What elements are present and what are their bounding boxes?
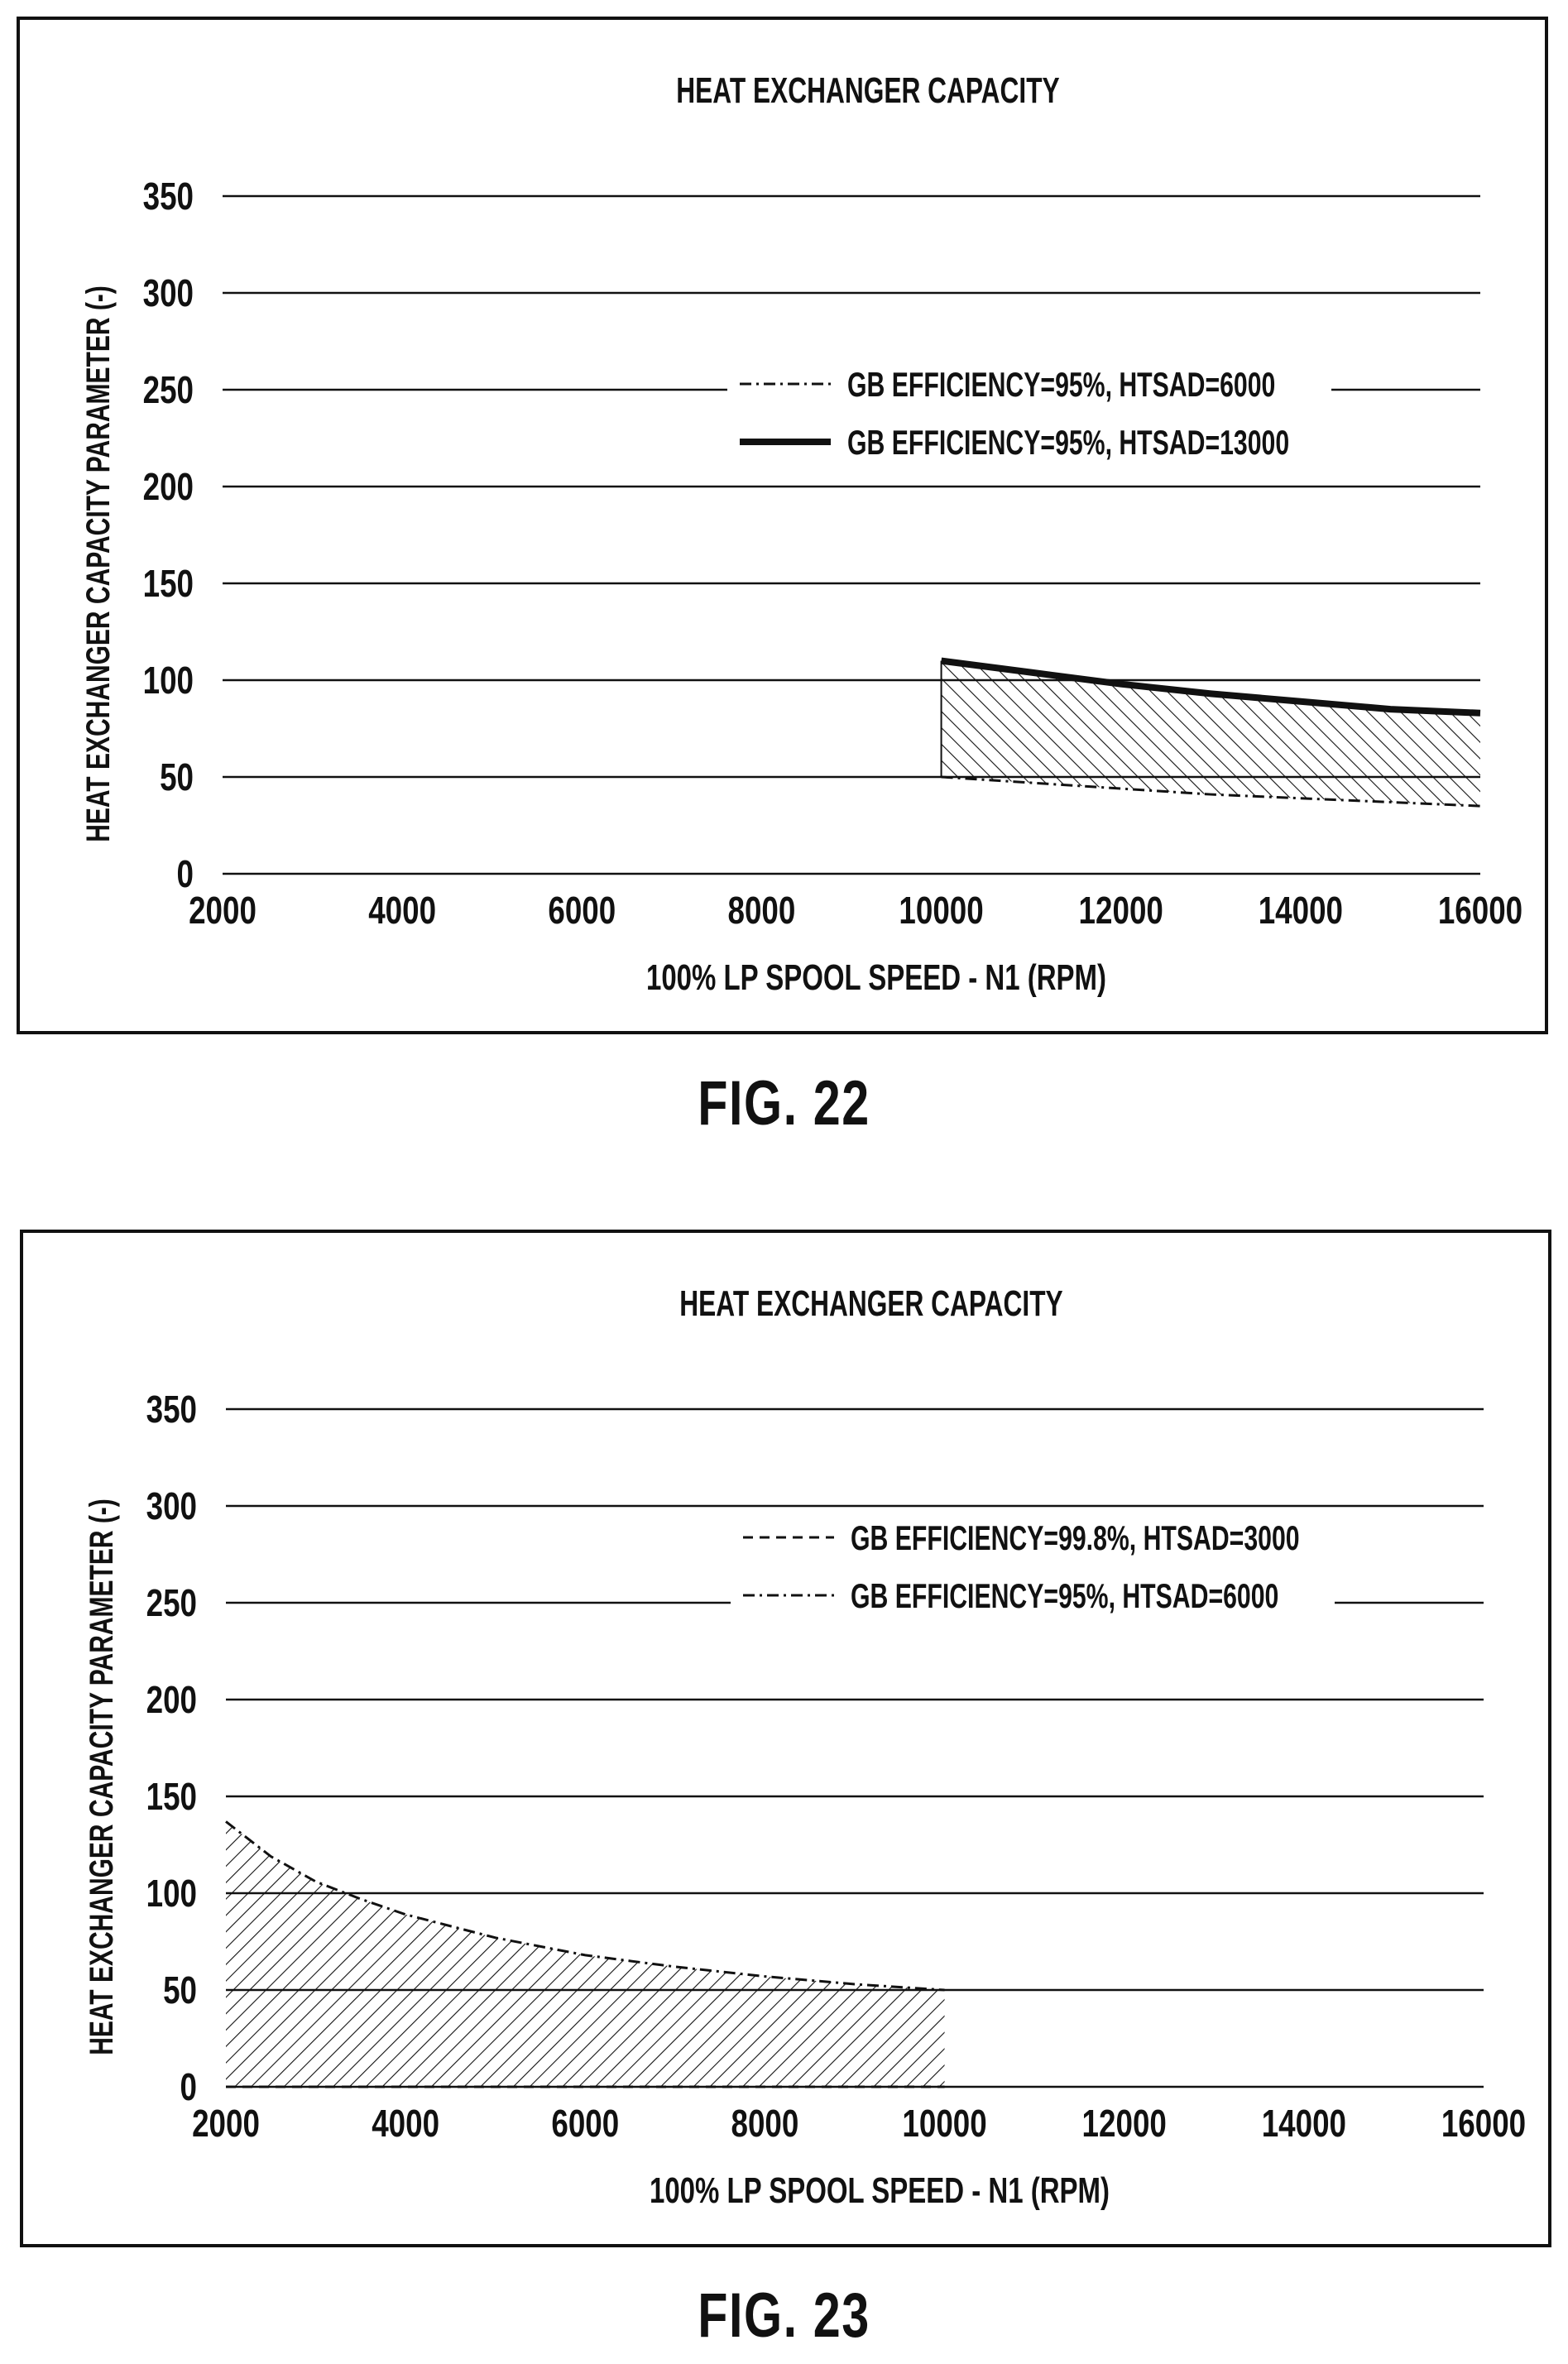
y-tick-label-350: 350 [143,175,194,218]
x-tick-label-14000: 14000 [1259,889,1343,932]
chart-title: HEAT EXCHANGER CAPACITY [679,1283,1062,1324]
series-line-2 [941,657,1481,717]
y-axis-label: HEAT EXCHANGER CAPACITY PARAMETER (-) [84,1498,120,2055]
legend-label-1: GB EFFICIENCY=99.8%, HTSAD=3000 [851,1518,1300,1557]
x-axis-label: 100% LP SPOOL SPEED - N1 (RPM) [650,2171,1110,2212]
chart-fig-23: HEAT EXCHANGER CAPACITY 0 50 100 150 200 250 30… [20,1230,1551,2247]
y-tick-label-200: 200 [146,1678,197,1721]
legend-label-1: GB EFFICIENCY=95%, HTSAD=6000 [847,365,1275,404]
y-tick-label-0: 0 [177,852,194,895]
y-tick-label-350: 350 [146,1388,197,1431]
x-tick-label-2000: 2000 [189,889,257,932]
x-tick-label-10000: 10000 [902,2102,986,2145]
x-tick-label-6000: 6000 [548,889,616,932]
y-tick-label-250: 250 [146,1581,197,1624]
y-tick-label-300: 300 [146,1484,197,1527]
x-tick-label-12000: 12000 [1079,889,1163,932]
x-tick-label-4000: 4000 [372,2102,439,2145]
legend-label-2: GB EFFICIENCY=95%, HTSAD=13000 [847,423,1289,462]
series-line-2 [225,1820,945,1992]
chart-svg-fig-23: HEAT EXCHANGER CAPACITY 0 50 100 150 200 250 30… [84,1283,1526,2212]
y-tick-label-0: 0 [180,2065,197,2108]
x-tick-label-16000: 16000 [1438,889,1522,932]
chart-svg-fig-22: HEAT EXCHANGER CAPACITY 0 50 100 150 200 250 30… [80,70,1522,999]
y-tick-label-50: 50 [160,755,194,798]
chart-title: HEAT EXCHANGER CAPACITY [676,70,1059,111]
x-tick-label-10000: 10000 [899,889,983,932]
y-tick-label-100: 100 [143,659,194,702]
x-axis-label: 100% LP SPOOL SPEED - N1 (RPM) [646,958,1106,999]
x-tick-label-14000: 14000 [1262,2102,1346,2145]
y-tick-label-200: 200 [143,465,194,508]
series-line-1 [941,775,1481,808]
x-tick-label-8000: 8000 [728,889,796,932]
legend-bg-1 [731,1514,1335,1556]
shaded-region [941,660,1480,807]
y-tick-label-300: 300 [143,271,194,314]
y-tick-label-150: 150 [146,1775,197,1818]
x-tick-label-2000: 2000 [192,2102,260,2145]
x-tick-label-6000: 6000 [551,2102,619,2145]
y-tick-label-250: 250 [143,368,194,411]
shaded-region [226,1821,945,2087]
legend-label-2: GB EFFICIENCY=95%, HTSAD=6000 [851,1576,1278,1615]
figure-label-22: FIG. 22 [698,1068,870,1139]
y-tick-label-100: 100 [146,1872,197,1915]
x-tick-label-4000: 4000 [368,889,436,932]
x-tick-label-8000: 8000 [731,2102,799,2145]
y-tick-label-150: 150 [143,562,194,605]
chart-fig-22: HEAT EXCHANGER CAPACITY 0 50 100 150 200 250 30… [17,17,1548,1034]
x-tick-label-12000: 12000 [1082,2102,1167,2145]
y-axis-label: HEAT EXCHANGER CAPACITY PARAMETER (-) [80,285,117,842]
figure-label-23: FIG. 23 [698,2280,870,2351]
y-tick-label-50: 50 [163,1968,197,2012]
legend-bg-1 [727,361,1331,402]
legend-bg-2 [731,1572,1335,1614]
x-tick-label-16000: 16000 [1441,2102,1526,2145]
